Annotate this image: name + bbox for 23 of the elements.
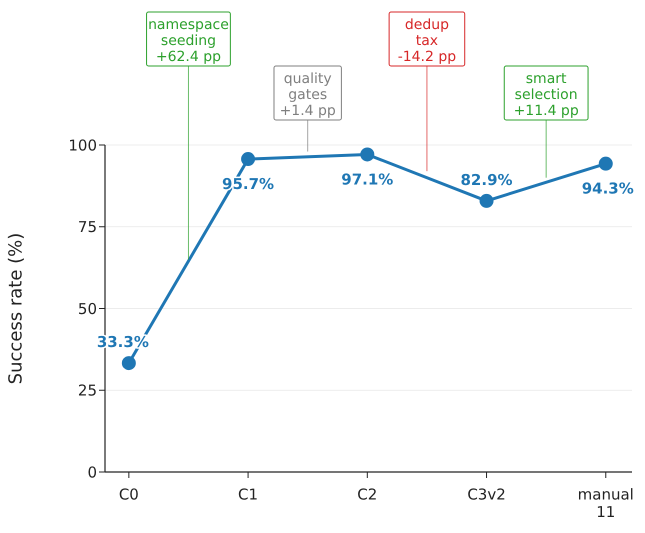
y-tick-label: 25	[78, 382, 97, 400]
annotation: quality gates +1.4 pp	[280, 71, 336, 119]
y-tick-label: 75	[78, 218, 97, 236]
annotation: dedup tax -14.2 pp	[398, 17, 456, 65]
point	[241, 152, 256, 166]
y-axis-title: Success rate (%)	[5, 232, 26, 384]
annotation: smart selection +11.4 pp	[514, 71, 579, 119]
data-label: 94.3%	[582, 180, 634, 198]
point	[598, 156, 613, 171]
data-label: 97.1%	[341, 170, 394, 188]
point	[480, 194, 494, 208]
x-tick-label: C1	[238, 486, 258, 504]
data-label: 82.9%	[460, 170, 513, 189]
point	[122, 356, 136, 370]
x-tick-label: C3v2	[467, 486, 506, 504]
x-tick-label: manual 11	[578, 486, 634, 521]
annotation: namespace seeding +62.4 pp	[148, 17, 229, 65]
y-tick-label: 0	[87, 463, 97, 482]
x-tick-label: C2	[357, 486, 378, 504]
x-tick-label: C0	[118, 486, 139, 504]
y-tick-label: 50	[78, 300, 97, 318]
point	[360, 147, 374, 162]
y-tick-label: 100	[68, 136, 97, 154]
